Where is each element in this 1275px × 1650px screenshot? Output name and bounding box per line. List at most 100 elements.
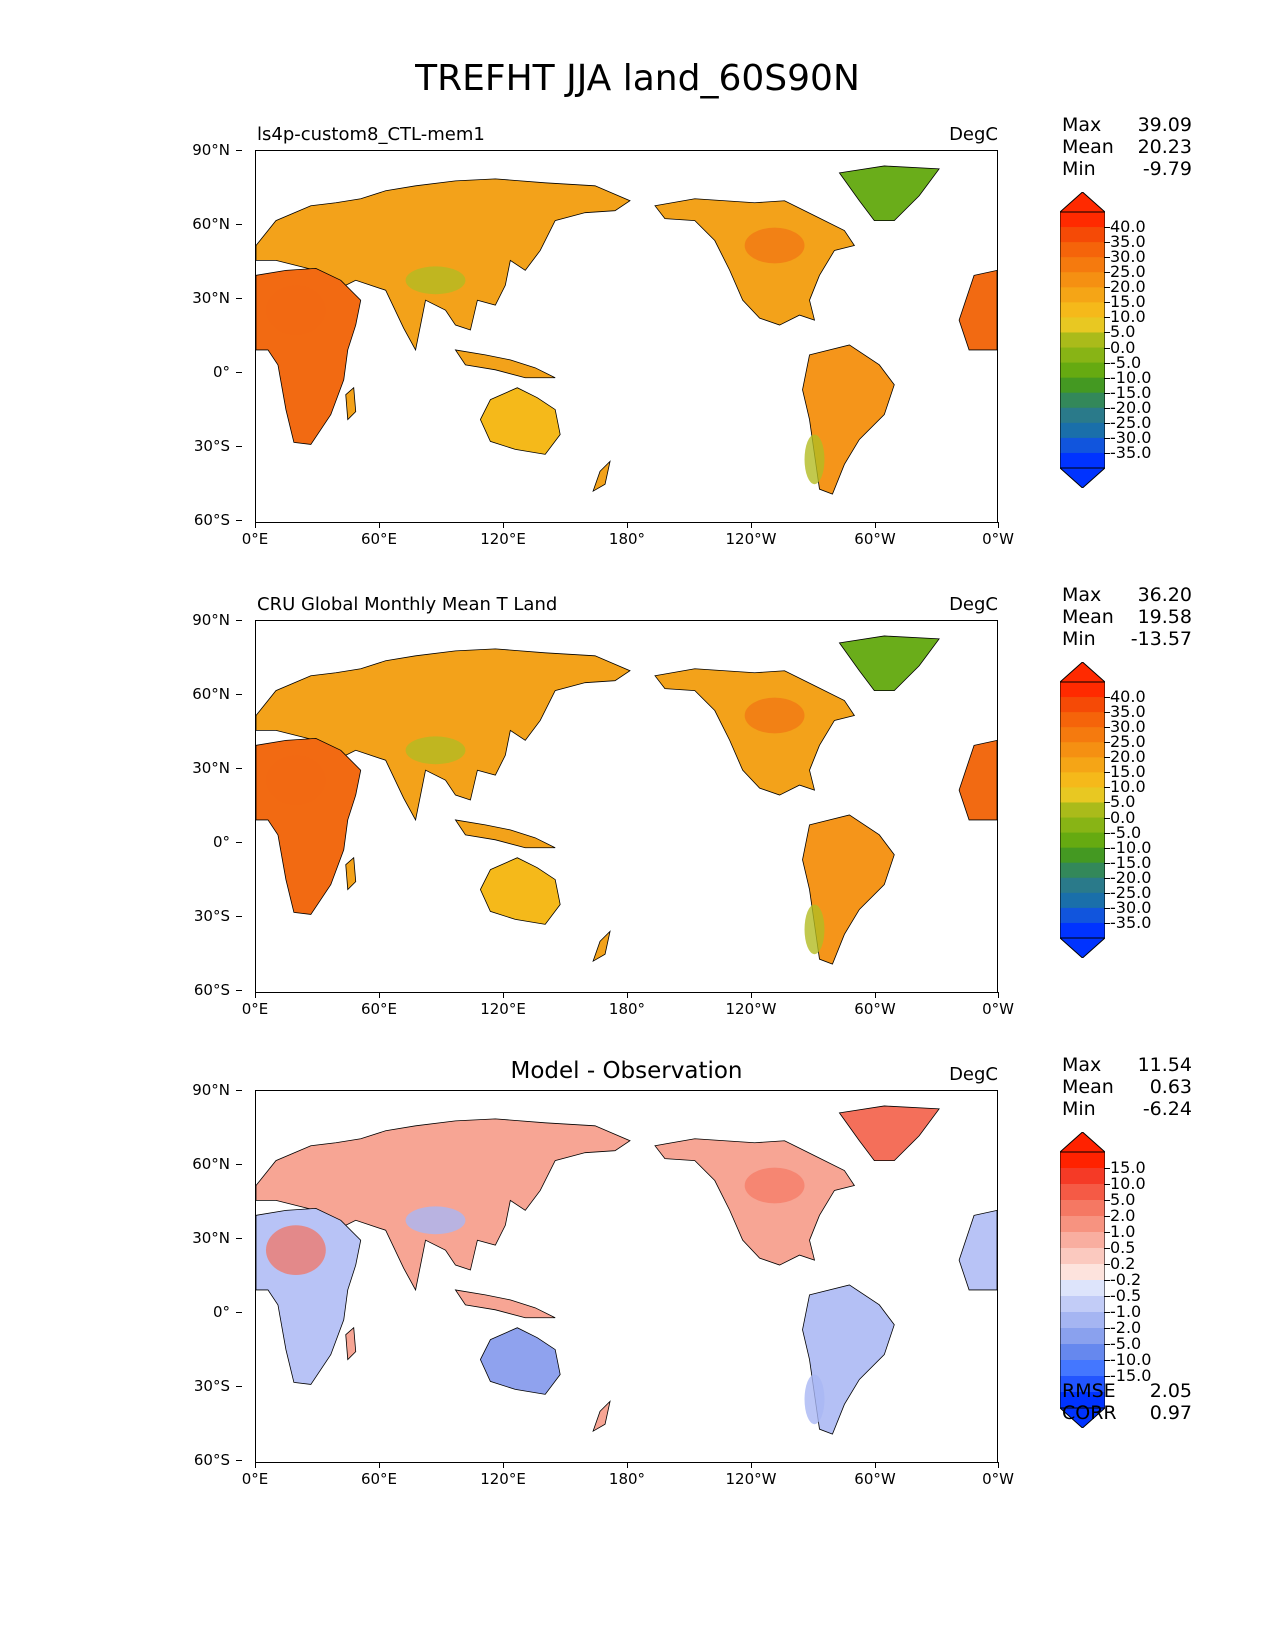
x-tick-label: 60°E xyxy=(344,1462,414,1488)
colorbar-segment xyxy=(1060,727,1105,743)
map-frame xyxy=(255,1090,998,1463)
colorbar-segment xyxy=(1060,272,1105,288)
colorbar-label: -15.0 xyxy=(1110,1366,1152,1385)
stat-label: Min xyxy=(1062,158,1096,180)
colorbar-tick xyxy=(1104,787,1110,789)
colorbar-label: -10.0 xyxy=(1110,837,1152,857)
colorbar-tick xyxy=(1104,832,1110,834)
colorbar-segment xyxy=(1060,697,1105,713)
panel-units: DegC xyxy=(949,124,998,145)
stat-label: Max xyxy=(1062,584,1102,606)
colorbar-tick xyxy=(1104,257,1110,259)
colorbar-segment xyxy=(1060,437,1105,454)
colorbar-segment xyxy=(1060,742,1105,758)
stat-value: -9.79 xyxy=(1142,158,1192,180)
y-tick-label: 30°N xyxy=(170,759,242,777)
colorbar-tick xyxy=(1104,757,1110,759)
tibet-region xyxy=(405,266,466,295)
x-tick-label: 120°E xyxy=(468,1462,538,1488)
land-s_america xyxy=(802,1284,895,1435)
colorbar-label: 40.0 xyxy=(1110,217,1146,237)
y-tick-label: 60°N xyxy=(170,215,242,233)
colorbar-extend-bottom xyxy=(1060,467,1105,488)
land-n_america xyxy=(654,198,856,326)
colorbar-label: -5.0 xyxy=(1110,822,1142,842)
colorbar-label: 5.0 xyxy=(1110,322,1136,342)
colorbar xyxy=(1060,662,1105,958)
colorbar-tick xyxy=(1104,437,1110,439)
sahara-region xyxy=(265,285,326,336)
y-tick-label: 60°S xyxy=(170,511,242,529)
x-tick-label: 120°W xyxy=(716,522,786,548)
colorbar-label: 0.0 xyxy=(1110,337,1136,357)
colorbar-segment xyxy=(1060,1296,1105,1313)
stat-label: Mean xyxy=(1062,606,1114,628)
colorbar-label: 2.0 xyxy=(1110,1206,1136,1225)
land-africa_w xyxy=(958,269,997,351)
land-eurasia xyxy=(256,1118,631,1292)
x-tick-label: 120°W xyxy=(716,992,786,1018)
land-indonesia xyxy=(454,1289,556,1319)
colorbar-segment xyxy=(1060,832,1105,849)
colorbar-label: 35.0 xyxy=(1110,702,1146,722)
colorbar-segment xyxy=(1060,287,1105,303)
colorbar-label: 0.5 xyxy=(1110,1238,1136,1257)
stat-label: Min xyxy=(1062,628,1096,650)
andes-region xyxy=(804,434,825,485)
colorbar-segment xyxy=(1060,862,1105,879)
y-tick-label: 0° xyxy=(170,363,242,381)
colorbar-tick xyxy=(1104,347,1110,349)
stat-value: 20.23 xyxy=(1137,136,1192,158)
map-svg xyxy=(256,165,997,495)
colorbar-segment xyxy=(1060,242,1105,258)
tibet-region xyxy=(405,736,466,765)
colorbar-tick xyxy=(1104,1216,1110,1217)
land-indonesia xyxy=(454,819,556,849)
colorbar-tick xyxy=(1104,317,1110,319)
colorbar-segment xyxy=(1060,392,1105,409)
stats-block: Max 39.09 Mean 20.23 Min -9.79 xyxy=(1062,114,1192,180)
colorbar-label: -15.0 xyxy=(1110,852,1152,872)
stat-label: Max xyxy=(1062,114,1102,136)
y-tick-label: 90°N xyxy=(170,141,242,159)
stat-value: 39.09 xyxy=(1137,114,1192,136)
colorbar-label: 0.2 xyxy=(1110,1254,1136,1273)
colorbar-tick xyxy=(1104,392,1110,394)
colorbar-segment xyxy=(1060,1376,1105,1393)
colorbar-label: -30.0 xyxy=(1110,897,1152,917)
colorbar-extend-bottom xyxy=(1060,937,1105,958)
x-tick-label: 0°W xyxy=(963,522,1033,548)
colorbar-label: -0.2 xyxy=(1110,1270,1142,1289)
colorbar-tick xyxy=(1104,1264,1110,1265)
colorbar-label: 15.0 xyxy=(1110,1158,1146,1177)
tibet-region xyxy=(405,1206,466,1235)
colorbar-segment xyxy=(1060,1280,1105,1297)
land-eurasia xyxy=(256,648,631,822)
colorbar-label: -35.0 xyxy=(1110,442,1152,462)
sahara-region xyxy=(265,755,326,806)
x-tick-label: 0°E xyxy=(220,992,290,1018)
stats-block: Max 36.20 Mean 19.58 Min -13.57 xyxy=(1062,584,1192,650)
colorbar-tick xyxy=(1104,422,1110,424)
andes-region xyxy=(804,1374,825,1425)
colorbar-tick xyxy=(1104,1200,1110,1201)
colorbar-label: 15.0 xyxy=(1110,292,1146,312)
colorbar-label: 10.0 xyxy=(1110,777,1146,797)
colorbar-segment xyxy=(1060,892,1105,909)
colorbar-extend-top xyxy=(1060,192,1105,213)
colorbar-label: 20.0 xyxy=(1110,277,1146,297)
colorbar-svg xyxy=(1060,192,1105,488)
colorbar-tick xyxy=(1104,242,1110,244)
colorbar-label: 10.0 xyxy=(1110,307,1146,327)
colorbar-tick xyxy=(1104,1328,1110,1329)
colorbar-tick xyxy=(1104,1184,1110,1185)
colorbar-label: 35.0 xyxy=(1110,232,1146,252)
x-tick-label: 180° xyxy=(592,522,662,548)
colorbar-tick xyxy=(1104,862,1110,864)
colorbar-tick xyxy=(1104,877,1110,879)
land-s_america xyxy=(802,344,895,495)
colorbar-tick xyxy=(1104,817,1110,819)
map-svg xyxy=(256,1105,997,1435)
stat-value: 19.58 xyxy=(1137,606,1192,628)
sahara-region xyxy=(265,1225,326,1276)
